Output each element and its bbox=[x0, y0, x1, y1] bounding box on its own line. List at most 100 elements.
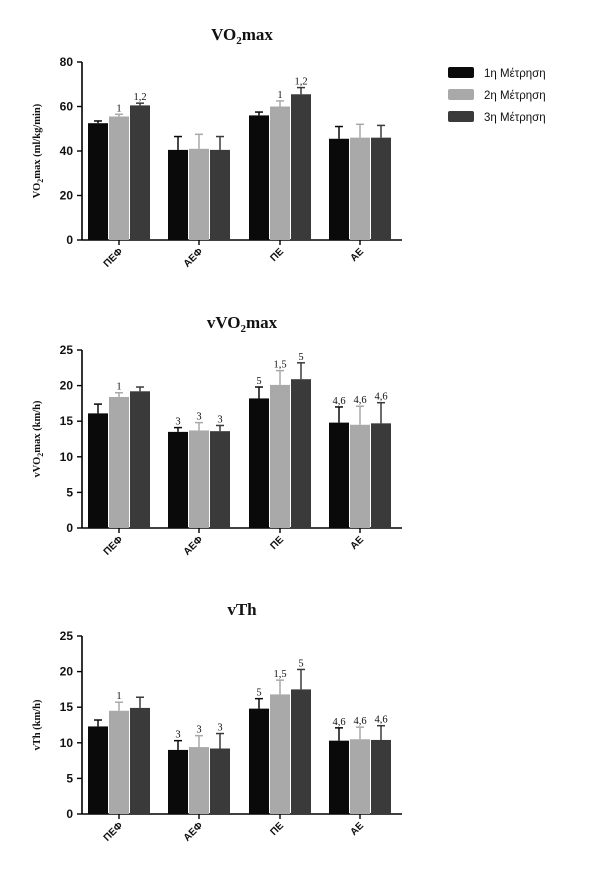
bar bbox=[371, 137, 391, 240]
bar bbox=[168, 149, 188, 240]
significance-label: 4,6 bbox=[374, 392, 387, 403]
legend: 1η Μέτρηση 2η Μέτρηση 3η Μέτρηση bbox=[448, 67, 546, 124]
significance-label: 5 bbox=[256, 376, 261, 387]
bar bbox=[329, 740, 349, 814]
significance-label: 5 bbox=[298, 658, 303, 669]
bar bbox=[189, 148, 209, 240]
legend-label: 2η Μέτρηση bbox=[484, 90, 546, 102]
bar bbox=[371, 423, 391, 528]
bar bbox=[350, 424, 370, 528]
significance-label: 1 bbox=[277, 90, 282, 101]
legend-swatch bbox=[448, 89, 474, 100]
bar bbox=[291, 379, 311, 528]
significance-label: 1,2 bbox=[294, 77, 307, 88]
bar bbox=[270, 384, 290, 528]
legend-swatch bbox=[448, 67, 474, 78]
bar bbox=[88, 726, 108, 814]
y-tick-label: 80 bbox=[60, 55, 74, 69]
significance-label: 4,6 bbox=[332, 717, 345, 728]
x-tick-label: ΠΕΦ bbox=[102, 534, 125, 557]
y-tick-label: 10 bbox=[60, 450, 74, 464]
significance-label: 1 bbox=[116, 382, 121, 393]
significance-label: 3 bbox=[175, 417, 180, 428]
significance-label: 3 bbox=[196, 725, 201, 736]
bar bbox=[109, 396, 129, 528]
significance-label: 1 bbox=[116, 103, 121, 114]
bar bbox=[109, 710, 129, 814]
x-tick-label: ΠΕ bbox=[269, 820, 287, 838]
y-tick-label: 20 bbox=[60, 665, 74, 679]
bar bbox=[109, 116, 129, 240]
significance-label: 3 bbox=[217, 414, 222, 425]
x-tick-label: ΑΕΦ bbox=[182, 534, 205, 557]
y-tick-label: 15 bbox=[60, 700, 74, 714]
bar bbox=[88, 413, 108, 528]
legend-swatch bbox=[448, 111, 474, 122]
x-tick-label: ΑΕΦ bbox=[182, 246, 205, 269]
bar bbox=[210, 149, 230, 240]
chart-title: vTh bbox=[227, 600, 257, 619]
y-tick-label: 0 bbox=[66, 807, 73, 821]
bar bbox=[168, 749, 188, 814]
legend-label: 1η Μέτρηση bbox=[484, 68, 546, 80]
bar bbox=[249, 398, 269, 528]
y-tick-label: 25 bbox=[60, 343, 74, 357]
y-tick-label: 40 bbox=[60, 144, 74, 158]
significance-label: 1,2 bbox=[133, 92, 146, 103]
bar bbox=[189, 430, 209, 528]
significance-label: 1 bbox=[116, 691, 121, 702]
legend-label: 3η Μέτρηση bbox=[484, 112, 546, 124]
significance-label: 3 bbox=[217, 723, 222, 734]
chart-title: VO2max bbox=[211, 25, 273, 47]
x-tick-label: ΑΕ bbox=[349, 246, 367, 264]
significance-label: 5 bbox=[256, 688, 261, 699]
bar bbox=[291, 689, 311, 814]
x-tick-label: ΑΕΦ bbox=[182, 820, 205, 843]
x-tick-label: ΑΕ bbox=[349, 534, 367, 552]
significance-label: 4,6 bbox=[374, 715, 387, 726]
bar bbox=[270, 106, 290, 240]
bar bbox=[329, 422, 349, 528]
bar bbox=[249, 708, 269, 814]
x-tick-label: ΠΕΦ bbox=[102, 246, 125, 269]
bar bbox=[130, 105, 150, 240]
bar bbox=[291, 94, 311, 240]
bar bbox=[210, 748, 230, 814]
chart-panel-2: vVO2max vVO2max (km/h) 0 5 10 15 20 25 1 ΠΕΦ 3 3 3 ΑΕ… bbox=[32, 313, 402, 558]
x-tick-label: ΑΕ bbox=[349, 820, 367, 838]
bar bbox=[210, 431, 230, 528]
bar bbox=[130, 391, 150, 528]
bar bbox=[189, 747, 209, 814]
significance-label: 4,6 bbox=[332, 396, 345, 407]
significance-label: 4,6 bbox=[353, 395, 366, 406]
bar bbox=[371, 739, 391, 814]
x-tick-label: ΠΕ bbox=[269, 534, 287, 552]
x-tick-label: ΠΕ bbox=[269, 246, 287, 264]
significance-label: 3 bbox=[175, 730, 180, 741]
bar bbox=[88, 123, 108, 240]
bar bbox=[270, 694, 290, 814]
chart-panel-3: vTh vTh (km/h) 0 5 10 15 20 25 1 ΠΕΦ 3 3 3 ΑΕΦ 5 1,5 5 ΠΕ… bbox=[32, 600, 402, 844]
bar bbox=[329, 138, 349, 240]
x-tick-label: ΠΕΦ bbox=[102, 820, 125, 843]
y-tick-label: 20 bbox=[60, 189, 74, 203]
y-tick-label: 60 bbox=[60, 100, 74, 114]
y-tick-label: 0 bbox=[66, 521, 73, 535]
y-tick-label: 15 bbox=[60, 414, 74, 428]
bar bbox=[350, 137, 370, 240]
y-tick-label: 5 bbox=[66, 771, 73, 785]
y-tick-label: 20 bbox=[60, 379, 74, 393]
y-tick-label: 0 bbox=[66, 233, 73, 247]
y-tick-label: 10 bbox=[60, 736, 74, 750]
chart-title: vVO2max bbox=[207, 313, 278, 335]
y-axis-label: vTh (km/h) bbox=[32, 699, 43, 751]
bar bbox=[130, 707, 150, 814]
y-tick-label: 25 bbox=[60, 629, 74, 643]
bar bbox=[350, 739, 370, 814]
significance-label: 5 bbox=[298, 352, 303, 363]
significance-label: 1,5 bbox=[273, 360, 286, 371]
y-axis-label: VO2max (ml/kg/min) bbox=[32, 103, 45, 198]
significance-label: 1,5 bbox=[273, 669, 286, 680]
bar bbox=[168, 431, 188, 528]
